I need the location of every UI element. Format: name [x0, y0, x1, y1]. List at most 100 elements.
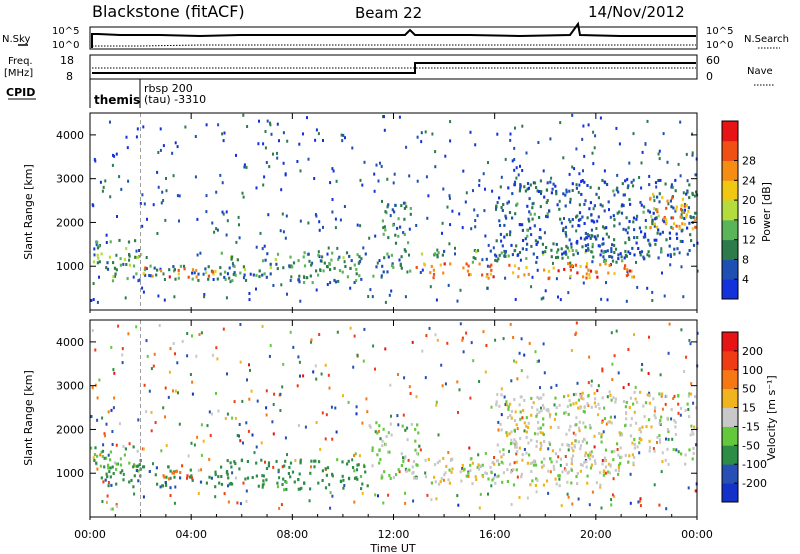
vel-band-6-cell [525, 416, 528, 420]
power-speckle [215, 227, 218, 231]
vel-band-1-cell [111, 465, 114, 469]
power-band-2-cell [191, 268, 195, 272]
power-speckle [276, 122, 279, 126]
vel-band-6-cell [660, 415, 663, 419]
power-band-7-cell [510, 243, 513, 247]
vel-band-6-cell [583, 460, 586, 464]
power-band-8-cell [675, 205, 678, 209]
power-band-7-cell [499, 232, 502, 236]
power-speckle [184, 125, 187, 129]
power-band-7-cell [639, 250, 642, 254]
power-speckle [270, 132, 273, 136]
power-band-7-cell [656, 231, 659, 235]
power-band-1-cell [182, 264, 186, 268]
power-speckle [561, 252, 564, 256]
vel-speckle [281, 465, 284, 469]
vel-band-3-cell [363, 465, 366, 469]
power-speckle [429, 285, 432, 289]
power-speckle [317, 132, 320, 136]
power-band-0-cell [134, 255, 137, 259]
power-speckle [379, 161, 381, 165]
power-band-7-cell [635, 217, 638, 221]
vel-speckle [484, 370, 487, 374]
vel-speckle [347, 400, 350, 404]
freq-tick-bottom: 8 [66, 70, 73, 83]
vel-speckle [494, 473, 496, 477]
colorbar-frame [721, 331, 739, 503]
vel-speckle [577, 497, 580, 501]
power-speckle [122, 262, 125, 266]
power-band-7-cell [550, 248, 553, 252]
power-speckle [449, 120, 452, 124]
vel-speckle [343, 484, 346, 487]
vel-speckle [186, 332, 189, 335]
vel-band-6-cell [665, 394, 668, 398]
power-speckle [226, 219, 229, 223]
power-band-8-cell [685, 204, 688, 207]
power-band-7-cell [640, 230, 643, 234]
power-speckle [454, 252, 456, 256]
vel-band-5-cell [506, 480, 509, 483]
power-speckle [92, 204, 95, 208]
power-speckle [691, 153, 694, 157]
vel-band-6-cell [684, 462, 687, 466]
nave-label: Nave [747, 66, 773, 77]
power-band-7-cell [620, 211, 624, 215]
vel-band-6-cell [495, 403, 498, 407]
vel-band-3-cell [277, 468, 280, 472]
power-speckle [276, 156, 279, 160]
vel-band-6-cell [559, 457, 563, 461]
vel-speckle [103, 432, 106, 436]
vel-speckle [115, 503, 118, 507]
vel-speckle [353, 334, 356, 338]
power-band-6-cell [602, 251, 605, 255]
power-band-5-cell [478, 262, 481, 266]
colorbar-segment [722, 279, 738, 300]
power-speckle [172, 174, 175, 178]
power-band-5-cell [439, 263, 442, 267]
power-band-7-cell [670, 185, 673, 189]
power-band-7-cell [499, 185, 502, 189]
vel-band-6-cell [531, 460, 534, 464]
power-band-1-cell [137, 279, 140, 283]
vel-band-0-cell [119, 463, 123, 467]
vel-speckle [601, 369, 604, 373]
power-band-7-cell [576, 214, 579, 218]
power-speckle [223, 131, 226, 135]
power-band-5-cell [588, 273, 591, 276]
vel-band-3-cell [297, 478, 300, 482]
vel-band-5-cell [484, 471, 487, 475]
vel-band-6-cell [603, 406, 606, 410]
power-band-6-cell [611, 259, 615, 263]
power-band-5-cell [625, 274, 628, 278]
power-band-7-cell [597, 196, 600, 200]
vel-speckle [334, 406, 337, 410]
vel-band-6-cell [573, 444, 576, 448]
vel-speckle [239, 439, 242, 443]
power-band-3-cell [282, 266, 285, 270]
vel-band-6-cell [570, 441, 574, 445]
vel-band-6-cell [572, 449, 575, 453]
vel-speckle [528, 341, 531, 345]
vel-band-0-cell [133, 464, 136, 468]
vel-band-5-cell [534, 484, 537, 487]
power-speckle [504, 157, 507, 161]
vel-band-3-cell [257, 484, 260, 488]
power-band-7-cell [583, 222, 586, 225]
power-band-7-cell [642, 255, 645, 259]
power-speckle [238, 236, 241, 240]
vel-band-6-cell [631, 453, 634, 457]
power-speckle [113, 154, 116, 158]
vel-band-3-cell [231, 482, 234, 486]
power-speckle [575, 147, 578, 151]
vel-speckle [570, 349, 573, 352]
vel-speckle [342, 394, 344, 398]
power-band-0-cell [98, 244, 101, 248]
power-speckle [257, 142, 260, 146]
power-band-3-cell [355, 279, 358, 283]
vel-band-5-cell [479, 464, 482, 468]
colorbar-segment [722, 219, 738, 241]
power-band-7-cell [529, 226, 532, 230]
power-band-4-cell [383, 256, 386, 260]
vel-speckle [135, 325, 138, 329]
